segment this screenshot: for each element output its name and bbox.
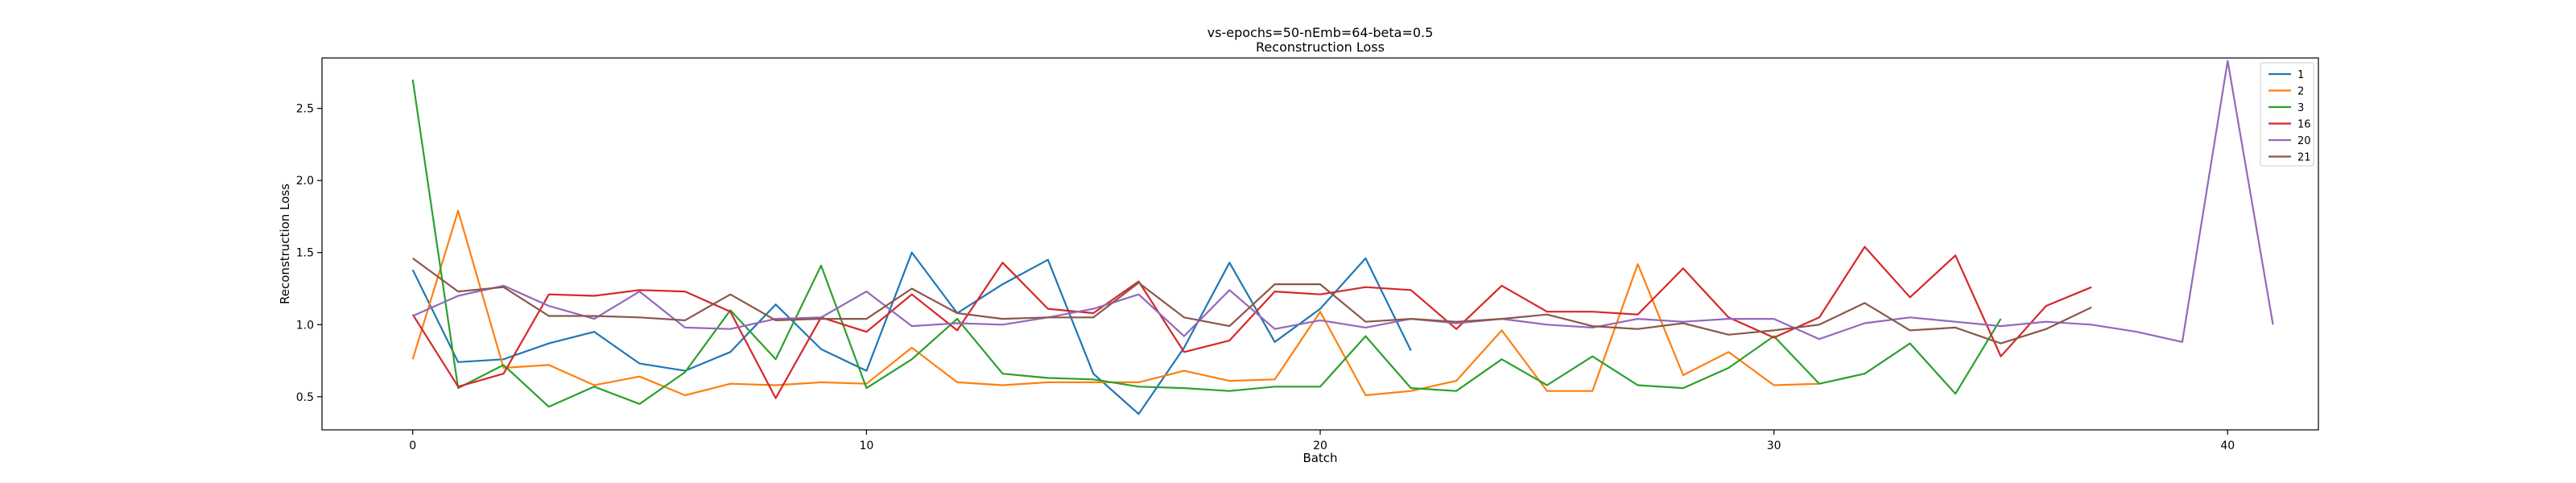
legend-label-16: 16 [2297, 119, 2311, 131]
x-tick-label: 0 [409, 440, 416, 452]
y-tick-label: 1.0 [296, 319, 314, 332]
x-tick-label: 30 [1767, 440, 1781, 452]
legend-label-3: 3 [2297, 102, 2304, 114]
series-line-1 [411, 251, 1412, 415]
chart-title-line2: Reconstruction Loss [1256, 39, 1385, 55]
y-axis-title: Reconstruction Loss [278, 184, 292, 304]
series-line-16 [411, 246, 2092, 399]
legend-label-20: 20 [2297, 135, 2311, 147]
legend-label-21: 21 [2297, 152, 2311, 164]
series-line-20 [412, 60, 2274, 343]
x-axis-title: Batch [1302, 451, 1337, 465]
legend-frame [2260, 62, 2314, 167]
x-tick-label: 40 [2220, 440, 2235, 452]
series-line-2 [411, 209, 1820, 397]
legend: 1 2 3 16 20 21 [2260, 62, 2314, 167]
y-tick-label: 2.5 [296, 103, 314, 116]
series-line-21 [412, 258, 2092, 345]
x-axis-ticks: 0 10 20 30 40 [409, 430, 2235, 452]
y-tick-label: 2.0 [296, 175, 314, 188]
legend-label-2: 2 [2297, 86, 2304, 98]
legend-label-1: 1 [2297, 69, 2304, 81]
plot-frame [321, 57, 2319, 431]
y-tick-label: 1.5 [296, 247, 314, 260]
x-tick-label: 20 [1313, 440, 1327, 452]
series-layer [411, 60, 2274, 415]
x-tick-label: 10 [859, 440, 873, 452]
chart-title-line1: vs-epochs=50-nEmb=64-beta=0.5 [1208, 25, 1434, 40]
y-axis-ticks: 0.5 1.0 1.5 2.0 2.5 [296, 103, 322, 404]
y-tick-label: 0.5 [296, 391, 314, 404]
series-line-3 [411, 79, 2002, 408]
